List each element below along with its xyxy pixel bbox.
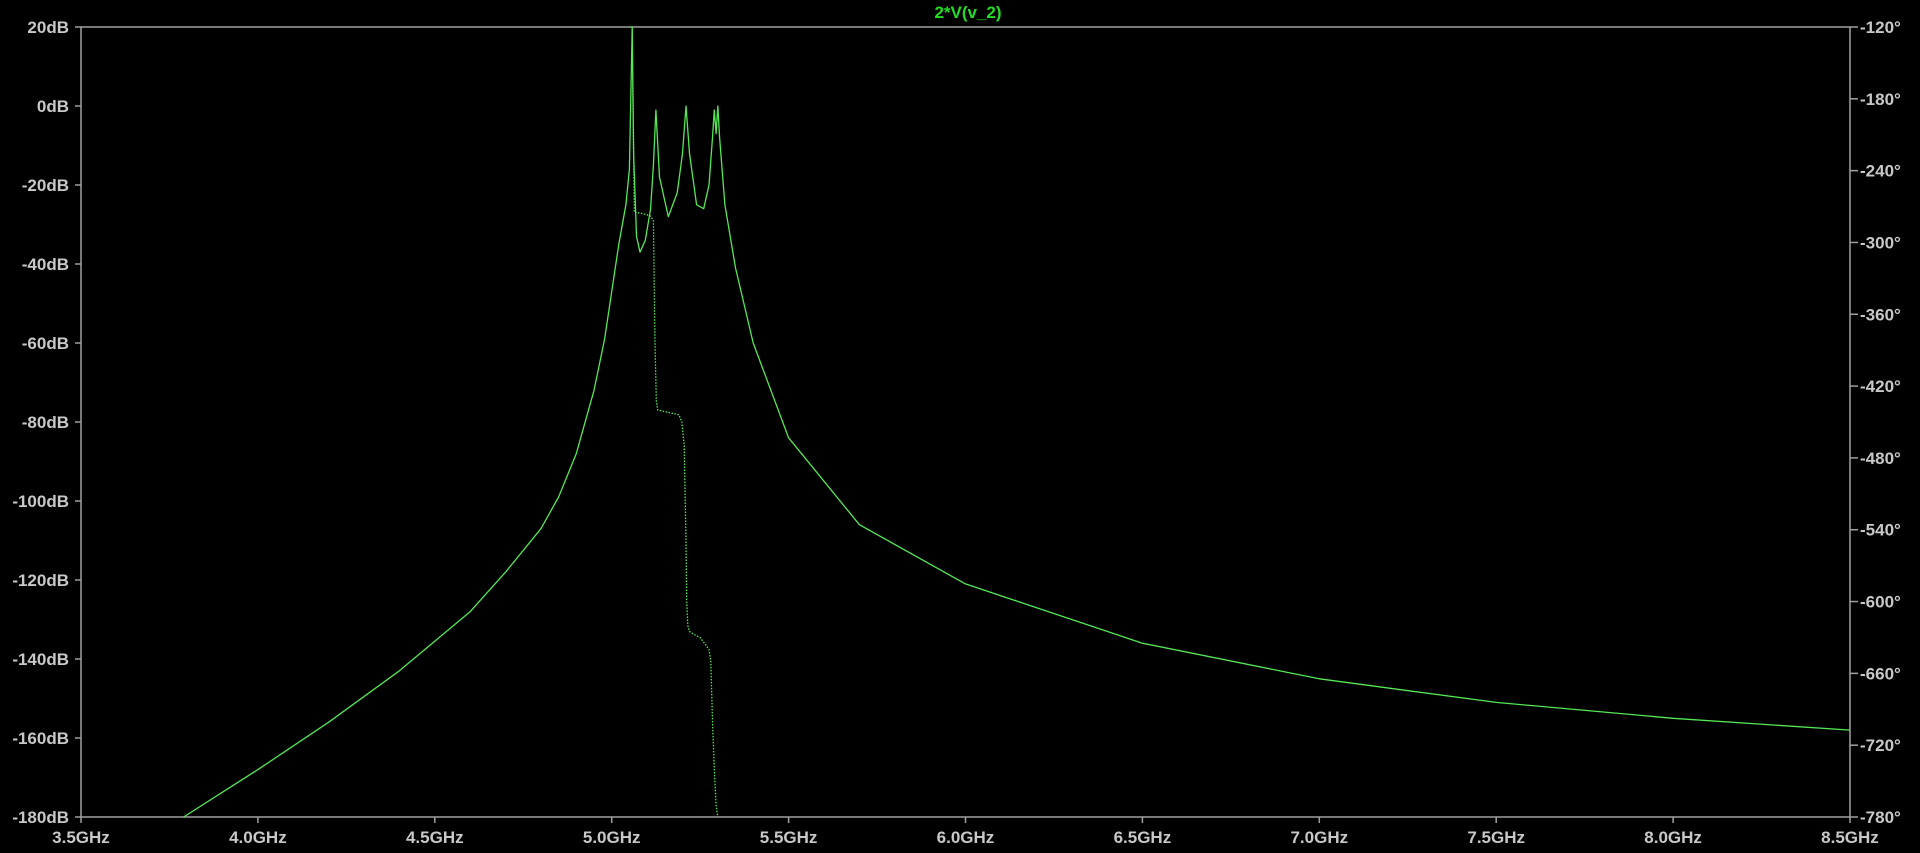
y-right-tick-label: -720° <box>1860 736 1901 755</box>
x-tick-label: 3.5GHz <box>52 828 110 847</box>
x-tick-label: 6.0GHz <box>937 828 995 847</box>
y-right-tick-label: -660° <box>1860 664 1901 683</box>
traces <box>183 26 1851 818</box>
phase-trace <box>629 26 719 818</box>
y-left-tick-label: 0dB <box>37 97 69 116</box>
y-right-tick-label: -180° <box>1860 90 1901 109</box>
x-tick-label: 7.5GHz <box>1467 828 1525 847</box>
y-right-tick-label: -420° <box>1860 377 1901 396</box>
trace-title[interactable]: 2*V(v_2) <box>934 3 1001 22</box>
y-left-tick-label: -160dB <box>12 729 69 748</box>
x-tick-label: 8.5GHz <box>1821 828 1879 847</box>
y-right-tick-label: -540° <box>1860 521 1901 540</box>
x-tick-label: 4.0GHz <box>229 828 287 847</box>
x-tick-label: 8.0GHz <box>1644 828 1702 847</box>
y-right-tick-label: -240° <box>1860 162 1901 181</box>
x-tick-label: 5.0GHz <box>583 828 641 847</box>
magnitude-trace <box>183 26 1851 818</box>
y-left-tick-label: -80dB <box>22 413 69 432</box>
y-left-tick-label: -120dB <box>12 571 69 590</box>
y-right-tick-label: -480° <box>1860 449 1901 468</box>
y-right-tick-label: -120° <box>1860 18 1901 37</box>
x-tick-label: 6.5GHz <box>1114 828 1172 847</box>
ticks: 3.5GHz 4.0GHz 4.5GHz 5.0GHz 5.5GHz 6.0GHz 6.5G… <box>12 18 1901 847</box>
y-left-tick-label: -40dB <box>22 255 69 274</box>
y-right-tick-label: -360° <box>1860 305 1901 324</box>
x-tick-label: 7.0GHz <box>1290 828 1348 847</box>
y-right-tick-label: -780° <box>1860 808 1901 827</box>
y-left-tick-label: -180dB <box>12 808 69 827</box>
x-tick-label: 5.5GHz <box>760 828 818 847</box>
y-left-tick-label: -100dB <box>12 492 69 511</box>
y-right-tick-label: -300° <box>1860 233 1901 252</box>
y-left-tick-label: 20dB <box>27 18 69 37</box>
y-left-tick-label: -60dB <box>22 334 69 353</box>
y-right-tick-label: -600° <box>1860 593 1901 612</box>
x-tick-label: 4.5GHz <box>406 828 464 847</box>
y-left-tick-label: -140dB <box>12 650 69 669</box>
y-left-tick-label: -20dB <box>22 176 69 195</box>
